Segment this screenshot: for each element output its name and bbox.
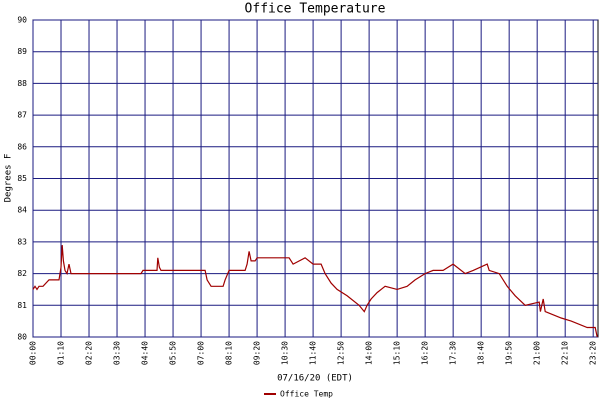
y-tick-label: 86 <box>17 142 27 151</box>
x-tick-label: 16:20 <box>421 341 430 365</box>
x-tick-label: 02:20 <box>85 341 94 365</box>
line <box>32 245 598 338</box>
chart-title: Office Temperature <box>245 2 386 17</box>
x-tick-label: 11:40 <box>309 341 318 365</box>
x-tick-label: 21:00 <box>533 341 542 365</box>
y-tick-label: 88 <box>17 79 27 88</box>
y-tick-label: 90 <box>17 16 27 25</box>
x-tick-label: 08:10 <box>225 341 234 365</box>
x-tick-label: 05:50 <box>169 341 178 365</box>
x-tick-label: 14:00 <box>365 341 374 365</box>
y-tick-label: 85 <box>17 174 27 183</box>
legend-label: Office Temp <box>280 390 333 399</box>
x-tick-label: 09:20 <box>253 341 262 365</box>
x-axis-label: 07/16/20 (EDT) <box>277 374 353 384</box>
x-tick-label: 15:10 <box>393 341 402 365</box>
x-tick-label: 23:20 <box>589 341 598 365</box>
x-tick-label: 12:50 <box>337 341 346 365</box>
y-tick-label: 80 <box>17 333 27 342</box>
y-axis-label: Degrees F <box>4 154 14 203</box>
y-tick-label: 83 <box>17 237 27 246</box>
x-tick-label: 17:30 <box>449 341 458 365</box>
y-tick-label: 87 <box>17 111 27 120</box>
x-tick-label: 00:00 <box>29 341 38 365</box>
x-tick-label: 04:40 <box>141 341 150 365</box>
x-tick-label: 18:40 <box>477 341 486 365</box>
y-tick-label: 84 <box>17 206 27 215</box>
x-tick-label: 03:30 <box>113 341 122 365</box>
y-tick-label: 89 <box>17 47 27 56</box>
x-tick-label: 07:00 <box>197 341 206 365</box>
x-tick-label: 01:10 <box>57 341 66 365</box>
x-tick-label: 10:30 <box>281 341 290 365</box>
x-tick-label: 22:10 <box>561 341 570 365</box>
y-tick-label: 81 <box>17 301 27 310</box>
y-tick-label: 82 <box>17 269 27 278</box>
x-tick-label: 19:50 <box>505 341 514 365</box>
